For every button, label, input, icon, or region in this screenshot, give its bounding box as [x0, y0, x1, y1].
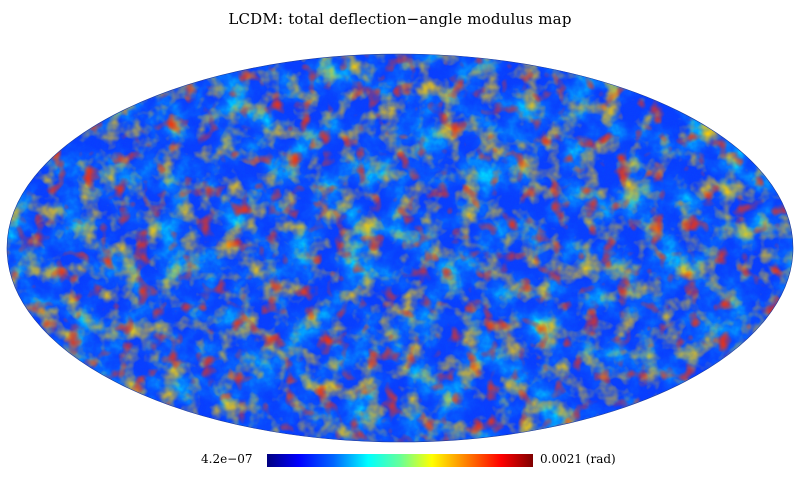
map-title: LCDM: total deflection−angle modulus map — [228, 10, 572, 28]
map-outline — [6, 53, 794, 443]
colorbar-max-label: 0.0021 (rad) — [540, 452, 616, 466]
colorbar-min-label: 4.2e−07 — [201, 452, 253, 466]
colorbar — [267, 454, 533, 467]
